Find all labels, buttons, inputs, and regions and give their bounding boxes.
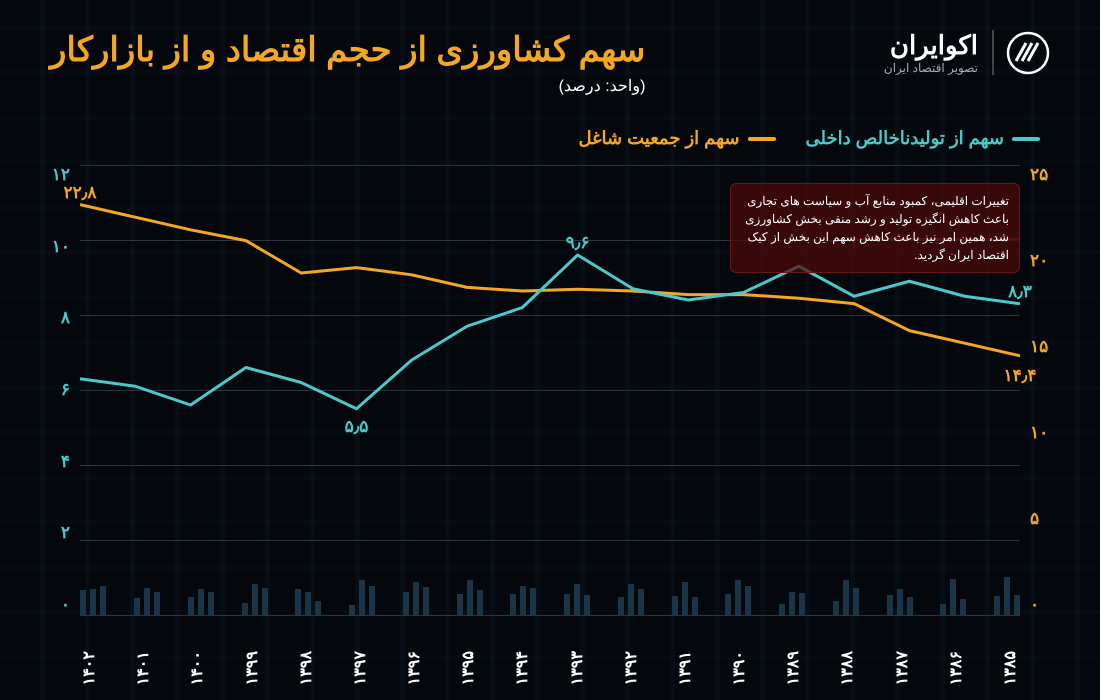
legend-item-gdp: سهم از تولیدناخالص داخلی [806,128,1040,149]
chart-title: سهم کشاورزی از حجم اقتصاد و از بازارکار [50,30,645,70]
decorative-bars [80,573,1020,615]
legend-item-employment: سهم از جمعیت شاغل [579,128,776,149]
legend: سهم از تولیدناخالص داخلی سهم از جمعیت شا… [579,128,1040,149]
annotation-box: تغییرات اقلیمی، کمبود منابع آب و سیاست ه… [730,183,1020,273]
annotation-text: تغییرات اقلیمی، کمبود منابع آب و سیاست ه… [745,194,1009,262]
brand-desc: تصویر اقتصاد ایران [884,61,978,75]
brand-icon [1006,31,1050,75]
chart-subtitle: (واحد: درصد) [50,76,645,96]
header: اکوایران تصویر اقتصاد ایران سهم کشاورزی … [50,30,1050,96]
x-axis: ۱۳۸۵۱۳۸۶۱۳۸۷۱۳۸۸۱۳۸۹۱۳۹۰۱۳۹۱۱۳۹۲۱۳۹۳۱۳۹۴… [80,651,1020,685]
legend-swatch-gdp [1012,137,1040,141]
legend-label-employment: سهم از جمعیت شاغل [579,128,740,149]
y-axis-right: ۲۵۲۰۱۵۱۰۵۰ [1030,165,1070,615]
chart-area: ۱۲۱۰۸۶۴۲۰ ۲۵۲۰۱۵۱۰۵۰ ۲۲٫۸۵٫۵۹٫۶۸٫۳۱۴٫۴ ت… [80,165,1020,615]
brand-logo: اکوایران تصویر اقتصاد ایران [878,30,1050,75]
legend-swatch-employment [748,137,776,141]
legend-label-gdp: سهم از تولیدناخالص داخلی [806,128,1004,149]
y-axis-left: ۱۲۱۰۸۶۴۲۰ [30,165,70,615]
brand-name: اکوایران [884,30,978,61]
